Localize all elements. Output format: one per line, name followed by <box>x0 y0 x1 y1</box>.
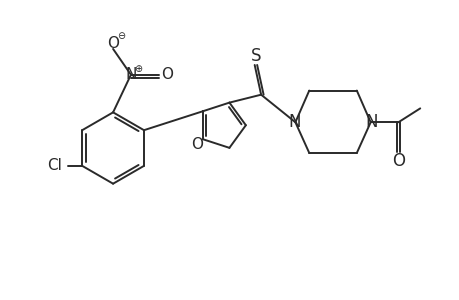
Text: ⊕: ⊕ <box>134 64 142 74</box>
Text: O: O <box>161 67 173 82</box>
Text: O: O <box>107 37 119 52</box>
Text: O: O <box>391 152 404 170</box>
Text: ⊖: ⊖ <box>117 31 125 41</box>
Text: O: O <box>190 137 202 152</box>
Text: N: N <box>125 67 136 82</box>
Text: N: N <box>287 113 300 131</box>
Text: N: N <box>364 113 377 131</box>
Text: Cl: Cl <box>47 158 62 173</box>
Text: S: S <box>250 47 261 65</box>
